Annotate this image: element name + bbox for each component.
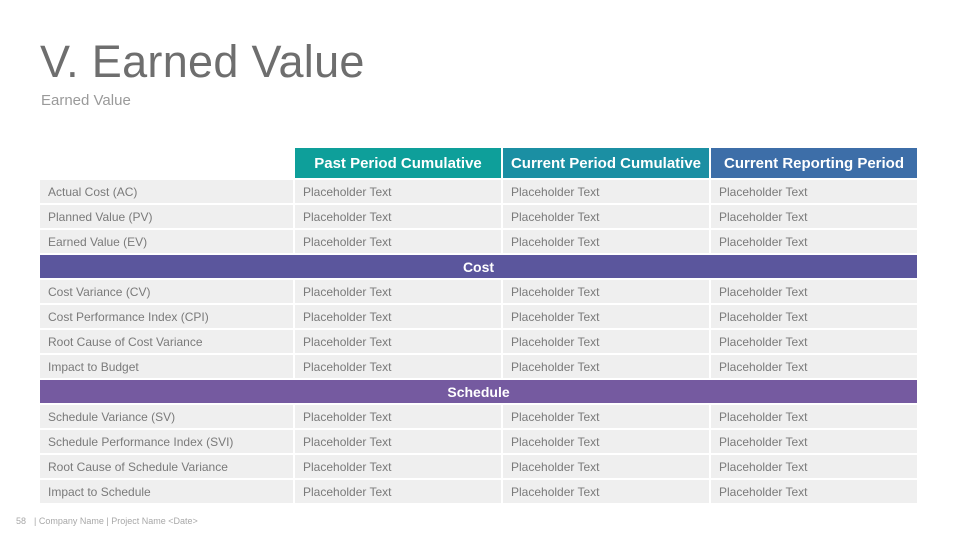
table-cell: Placeholder Text: [295, 355, 501, 378]
table-cell: Placeholder Text: [711, 480, 917, 503]
table-row: Impact to Budget Placeholder Text Placeh…: [40, 355, 917, 378]
row-label: Actual Cost (AC): [40, 180, 293, 203]
table-cell: Placeholder Text: [503, 330, 709, 353]
table-row: Root Cause of Cost Variance Placeholder …: [40, 330, 917, 353]
table-cell: Placeholder Text: [711, 430, 917, 453]
table-cell: Placeholder Text: [711, 280, 917, 303]
table-row: Planned Value (PV) Placeholder Text Plac…: [40, 205, 917, 228]
section-header-schedule: Schedule: [40, 380, 917, 403]
table-row: Root Cause of Schedule Variance Placehol…: [40, 455, 917, 478]
row-label: Earned Value (EV): [40, 230, 293, 253]
row-label: Cost Variance (CV): [40, 280, 293, 303]
table-cell: Placeholder Text: [295, 180, 501, 203]
row-label: Planned Value (PV): [40, 205, 293, 228]
table-cell: Placeholder Text: [295, 230, 501, 253]
page-subtitle: Earned Value: [41, 92, 131, 109]
table-row: Cost Performance Index (CPI) Placeholder…: [40, 305, 917, 328]
row-label: Root Cause of Cost Variance: [40, 330, 293, 353]
row-label: Schedule Performance Index (SVI): [40, 430, 293, 453]
table-cell: Placeholder Text: [295, 405, 501, 428]
table-cell: Placeholder Text: [295, 480, 501, 503]
table-cell: Placeholder Text: [711, 180, 917, 203]
table-row: Actual Cost (AC) Placeholder Text Placeh…: [40, 180, 917, 203]
table-cell: Placeholder Text: [711, 205, 917, 228]
table-cell: Placeholder Text: [503, 205, 709, 228]
table-cell: Placeholder Text: [295, 305, 501, 328]
table-cell: Placeholder Text: [295, 455, 501, 478]
table-cell: Placeholder Text: [503, 455, 709, 478]
table-cell: Placeholder Text: [295, 330, 501, 353]
table-cell: Placeholder Text: [503, 430, 709, 453]
table-cell: Placeholder Text: [503, 180, 709, 203]
table-cell: Placeholder Text: [711, 455, 917, 478]
header-current-period-cumulative: Current Period Cumulative: [503, 148, 709, 178]
table-cell: Placeholder Text: [711, 405, 917, 428]
table-header-row: Past Period Cumulative Current Period Cu…: [40, 148, 917, 178]
table-cell: Placeholder Text: [503, 405, 709, 428]
footer-text: | Company Name | Project Name <Date>: [34, 516, 198, 526]
row-label: Schedule Variance (SV): [40, 405, 293, 428]
table-cell: Placeholder Text: [711, 305, 917, 328]
table-cell: Placeholder Text: [295, 430, 501, 453]
table-cell: Placeholder Text: [295, 280, 501, 303]
table-cell: Placeholder Text: [503, 355, 709, 378]
section-header-cost: Cost: [40, 255, 917, 278]
header-current-reporting-period: Current Reporting Period: [711, 148, 917, 178]
slide-footer: 58 | Company Name | Project Name <Date>: [16, 516, 198, 526]
header-blank-cell: [40, 148, 293, 178]
row-label: Cost Performance Index (CPI): [40, 305, 293, 328]
table-cell: Placeholder Text: [711, 330, 917, 353]
table-cell: Placeholder Text: [503, 305, 709, 328]
table-cell: Placeholder Text: [503, 230, 709, 253]
row-label: Impact to Schedule: [40, 480, 293, 503]
table-cell: Placeholder Text: [503, 480, 709, 503]
table-cell: Placeholder Text: [711, 355, 917, 378]
table-row: Impact to Schedule Placeholder Text Plac…: [40, 480, 917, 503]
table-row: Schedule Variance (SV) Placeholder Text …: [40, 405, 917, 428]
table-cell: Placeholder Text: [503, 280, 709, 303]
table-cell: Placeholder Text: [711, 230, 917, 253]
page-title: V. Earned Value: [40, 36, 365, 87]
table-cell: Placeholder Text: [295, 205, 501, 228]
row-label: Root Cause of Schedule Variance: [40, 455, 293, 478]
header-past-period-cumulative: Past Period Cumulative: [295, 148, 501, 178]
section-row-schedule: Schedule: [40, 380, 917, 403]
page-number: 58: [16, 516, 27, 526]
table-row: Schedule Performance Index (SVI) Placeho…: [40, 430, 917, 453]
earned-value-table: Past Period Cumulative Current Period Cu…: [38, 146, 919, 505]
table-row: Earned Value (EV) Placeholder Text Place…: [40, 230, 917, 253]
table-row: Cost Variance (CV) Placeholder Text Plac…: [40, 280, 917, 303]
section-row-cost: Cost: [40, 255, 917, 278]
row-label: Impact to Budget: [40, 355, 293, 378]
